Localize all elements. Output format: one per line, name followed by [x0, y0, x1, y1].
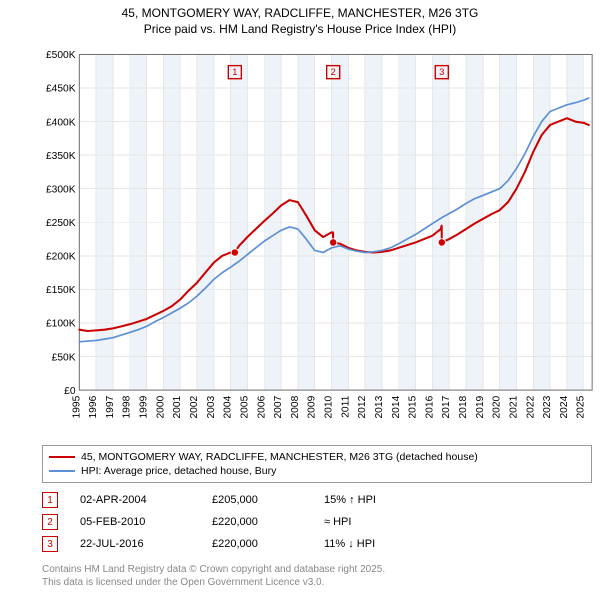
- event-date: 02-APR-2004: [80, 494, 190, 506]
- event-row: 2 05-FEB-2010 £220,000 ≈ HPI: [42, 511, 592, 533]
- y-tick-label: £150K: [46, 285, 76, 296]
- event-row: 3 22-JUL-2016 £220,000 11% ↓ HPI: [42, 533, 592, 555]
- y-tick-label: £300K: [46, 185, 76, 196]
- event-price: £220,000: [212, 538, 302, 550]
- x-tick-label: 2010: [324, 396, 335, 419]
- legend-label: 45, MONTGOMERY WAY, RADCLIFFE, MANCHESTE…: [81, 451, 478, 463]
- x-tick-label: 2025: [576, 396, 587, 419]
- x-tick-label: 1996: [88, 396, 99, 419]
- event-dot-3: [438, 239, 445, 246]
- x-tick-label: 1998: [122, 396, 133, 419]
- x-tick-label: 2004: [223, 396, 234, 419]
- x-tick-label: 2022: [525, 396, 536, 419]
- x-tick-label: 2008: [290, 396, 301, 419]
- title-line-2: Price paid vs. HM Land Registry's House …: [0, 22, 600, 38]
- legend-swatch: [49, 470, 75, 472]
- event-delta: 15% ↑ HPI: [324, 494, 376, 506]
- y-tick-label: £100K: [46, 319, 76, 330]
- event-price: £220,000: [212, 516, 302, 528]
- footer-line-2: This data is licensed under the Open Gov…: [42, 576, 592, 589]
- x-tick-label: 2020: [492, 396, 503, 419]
- x-tick-label: 1999: [139, 396, 150, 419]
- x-tick-label: 2019: [475, 396, 486, 419]
- event-delta: 11% ↓ HPI: [324, 538, 375, 550]
- event-date: 22-JUL-2016: [80, 538, 190, 550]
- event-marker-1: 1: [42, 492, 58, 508]
- x-tick-label: 2009: [307, 396, 318, 419]
- y-tick-label: £400K: [46, 117, 76, 128]
- x-tick-label: 2000: [155, 396, 166, 419]
- chart-area: £0 £50K £100K £150K £200K £250K £300K £350K £400…: [42, 41, 592, 439]
- y-tick-label: £350K: [46, 151, 76, 162]
- event-row: 1 02-APR-2004 £205,000 15% ↑ HPI: [42, 489, 592, 511]
- x-tick-label: 2011: [340, 396, 351, 418]
- x-tick-label: 2002: [189, 396, 200, 419]
- x-tick-label: 2012: [357, 396, 368, 419]
- x-tick-label: 2001: [172, 396, 183, 419]
- event-dot-2: [329, 239, 336, 246]
- event-marker-num-3: 3: [439, 67, 444, 77]
- x-tick-label: 2017: [441, 396, 452, 419]
- legend: 45, MONTGOMERY WAY, RADCLIFFE, MANCHESTE…: [42, 445, 592, 483]
- footer-line-1: Contains HM Land Registry data © Crown c…: [42, 563, 592, 576]
- event-marker-2: 2: [42, 514, 58, 530]
- event-marker-3: 3: [42, 536, 58, 552]
- x-tick-label: 2018: [458, 396, 469, 419]
- y-tick-label: £0: [64, 386, 76, 397]
- legend-row: 45, MONTGOMERY WAY, RADCLIFFE, MANCHESTE…: [49, 450, 585, 464]
- chart-titles: 45, MONTGOMERY WAY, RADCLIFFE, MANCHESTE…: [0, 0, 600, 37]
- event-delta: ≈ HPI: [324, 516, 351, 528]
- x-tick-label: 1997: [105, 396, 116, 419]
- event-table: 1 02-APR-2004 £205,000 15% ↑ HPI 2 05-FEB-201…: [42, 489, 592, 555]
- x-tick-label: 1995: [71, 396, 82, 419]
- x-tick-label: 2003: [206, 396, 217, 419]
- y-tick-label: £50K: [52, 352, 76, 363]
- event-marker-num-1: 1: [232, 67, 237, 77]
- footer-note: Contains HM Land Registry data © Crown c…: [42, 563, 592, 595]
- y-tick-label: £500K: [46, 50, 76, 61]
- x-tick-label: 2014: [391, 396, 402, 419]
- y-tick-label: £250K: [46, 218, 76, 229]
- x-tick-label: 2015: [408, 396, 419, 419]
- x-tick-label: 2007: [273, 396, 284, 419]
- x-tick-label: 2013: [374, 396, 385, 419]
- title-line-1: 45, MONTGOMERY WAY, RADCLIFFE, MANCHESTE…: [0, 6, 600, 22]
- event-price: £205,000: [212, 494, 302, 506]
- event-date: 05-FEB-2010: [80, 516, 190, 528]
- x-tick-label: 2016: [424, 396, 435, 419]
- x-tick-label: 2023: [542, 396, 553, 419]
- x-tick-label: 2021: [508, 396, 519, 419]
- legend-row: HPI: Average price, detached house, Bury: [49, 464, 585, 478]
- x-tick-label: 2006: [256, 396, 267, 419]
- legend-swatch: [49, 456, 75, 458]
- y-tick-label: £450K: [46, 84, 76, 95]
- legend-label: HPI: Average price, detached house, Bury: [81, 465, 276, 477]
- y-tick-label: £200K: [46, 252, 76, 263]
- line-chart: £0 £50K £100K £150K £200K £250K £300K £350K £400…: [42, 41, 594, 439]
- event-marker-num-2: 2: [331, 67, 336, 77]
- x-tick-label: 2005: [239, 396, 250, 419]
- event-dot-1: [231, 249, 238, 256]
- x-tick-label: 2024: [559, 396, 570, 419]
